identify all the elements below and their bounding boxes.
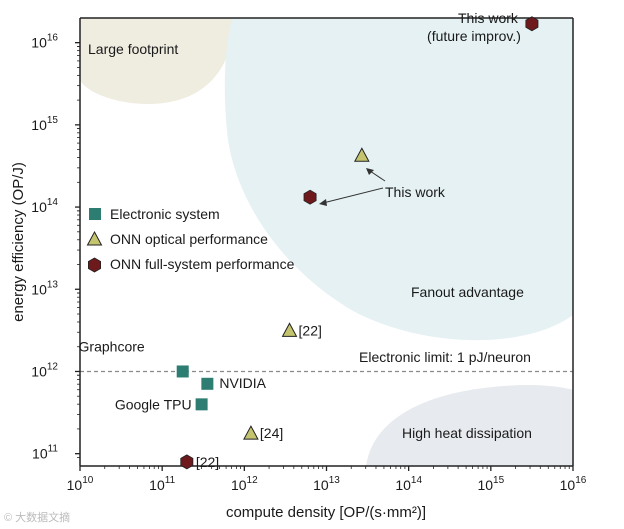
y-tick-label: 1016 bbox=[31, 33, 58, 51]
arrow-head-hexagon bbox=[319, 199, 327, 206]
point-labels: Graphcore NVIDIA Google TPU [22] [24] [22] Thi… bbox=[79, 10, 521, 470]
x-axis-title: compute density [OP/(s·mm²)] bbox=[226, 504, 426, 521]
point-label: Graphcore bbox=[79, 338, 145, 354]
triangle-marker bbox=[353, 147, 370, 162]
large-footprint-region bbox=[80, 18, 235, 104]
square-marker bbox=[176, 365, 189, 378]
y-axis-title: energy efficiency (OP/J) bbox=[10, 162, 27, 322]
triangle-marker bbox=[281, 322, 298, 337]
arrow-head-triangle bbox=[366, 168, 374, 175]
x-tick-label: 1015 bbox=[477, 475, 504, 493]
background-regions bbox=[80, 18, 574, 466]
electronic-limit-label: Electronic limit: 1 pJ/neuron bbox=[359, 349, 531, 365]
arrow-to-hexagon bbox=[322, 187, 384, 204]
y-tick-label: 1013 bbox=[31, 279, 58, 297]
point-label: NVIDIA bbox=[219, 375, 266, 391]
point-label: [24] bbox=[260, 425, 283, 441]
y-ticks: 1011 1012 1013 1014 1015 1016 bbox=[31, 33, 80, 462]
point-label: [22] bbox=[299, 322, 322, 338]
legend-marker-onn-optical bbox=[86, 230, 103, 246]
data-markers bbox=[176, 16, 539, 470]
x-tick-label: 1011 bbox=[149, 475, 175, 493]
region-labels: Large footprint Fanout advantage High he… bbox=[88, 41, 532, 441]
x-tick-label: 1010 bbox=[67, 475, 94, 493]
legend: Electronic system ONN optical performanc… bbox=[86, 206, 295, 273]
point-label: Google TPU bbox=[115, 396, 192, 412]
y-tick-label: 1012 bbox=[31, 361, 58, 379]
legend-label-electronic-system: Electronic system bbox=[110, 206, 220, 222]
large-footprint-label: Large footprint bbox=[88, 41, 178, 57]
watermark: © 大数据文摘 bbox=[4, 512, 71, 524]
this-work-annotation: This work bbox=[319, 168, 446, 206]
x-tick-label: 1016 bbox=[560, 475, 587, 493]
x-tick-label: 1012 bbox=[231, 475, 258, 493]
hexagon-marker bbox=[180, 454, 194, 470]
hexagon-marker bbox=[525, 16, 539, 32]
hexagon-marker bbox=[303, 189, 317, 205]
legend-marker-electronic-system bbox=[89, 208, 101, 220]
legend-label-onn-full-system: ONN full-system performance bbox=[110, 256, 295, 272]
legend-marker-onn-full-system bbox=[88, 257, 101, 273]
point-label: [22] bbox=[196, 454, 219, 470]
high-heat-dissipation-label: High heat dissipation bbox=[402, 425, 532, 441]
this-work-label: This work bbox=[385, 184, 446, 200]
y-tick-label: 1015 bbox=[31, 115, 58, 133]
x-tick-label: 1014 bbox=[395, 475, 422, 493]
high-heat-dissipation-region bbox=[366, 385, 573, 466]
square-marker bbox=[201, 377, 214, 390]
x-ticks: 1010 1011 1012 1013 1014 1015 1016 bbox=[67, 466, 587, 493]
arrow-to-triangle bbox=[369, 170, 386, 182]
square-marker bbox=[195, 398, 208, 411]
triangle-marker bbox=[243, 425, 259, 440]
y-tick-label: 1014 bbox=[31, 197, 58, 215]
x-tick-label: 1013 bbox=[313, 475, 340, 493]
legend-label-onn-optical: ONN optical performance bbox=[110, 231, 268, 247]
y-tick-label: 1011 bbox=[32, 444, 58, 462]
point-label: This work (future improv.) bbox=[427, 10, 521, 44]
fanout-advantage-label: Fanout advantage bbox=[411, 284, 524, 300]
fanout-advantage-region bbox=[224, 18, 574, 341]
